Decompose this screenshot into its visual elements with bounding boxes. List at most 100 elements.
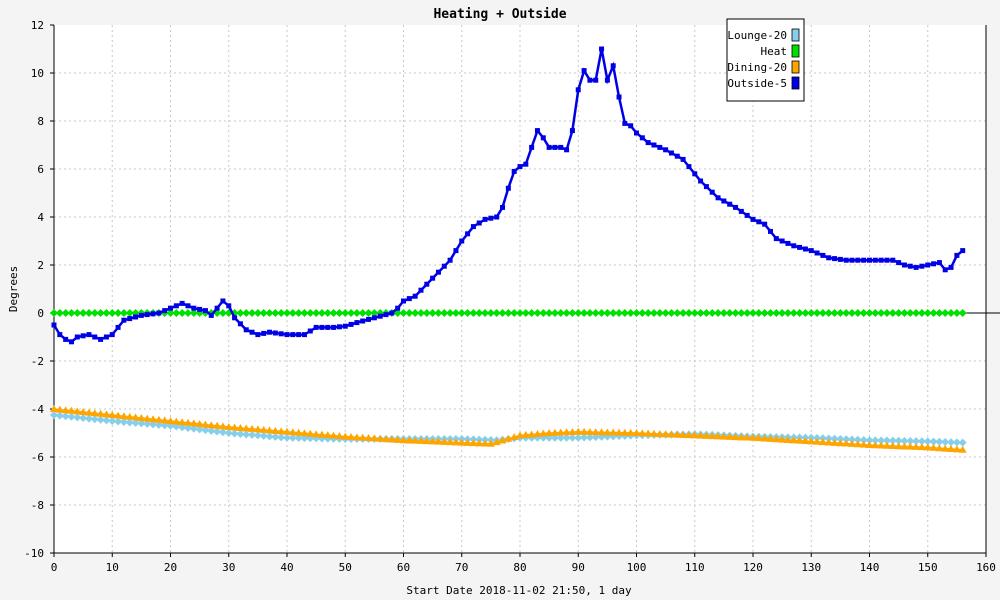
data-point [947, 445, 956, 452]
data-point [719, 432, 728, 440]
data-point [185, 303, 191, 309]
plot-area [54, 25, 986, 553]
data-point [149, 415, 158, 423]
data-point [917, 437, 926, 446]
data-point [261, 330, 267, 336]
data-point [329, 309, 338, 317]
data-point [189, 309, 198, 317]
data-point [364, 309, 373, 317]
data-point [568, 433, 577, 442]
data-point [166, 417, 175, 424]
data-point [488, 215, 494, 221]
data-point [358, 309, 367, 317]
data-point [370, 434, 379, 442]
data-point [236, 309, 245, 317]
data-point [317, 430, 326, 438]
data-point [947, 309, 956, 317]
data-point [96, 409, 105, 417]
data-point [457, 309, 466, 317]
data-point [679, 309, 688, 317]
data-point [853, 309, 862, 317]
y-tick-label: 10 [31, 67, 44, 80]
data-point [813, 309, 822, 317]
data-point [754, 309, 763, 317]
data-point [721, 198, 727, 204]
y-tick-label: -2 [31, 355, 44, 368]
data-point [435, 269, 441, 275]
data-point [599, 46, 605, 52]
data-point [248, 424, 257, 432]
data-point [727, 201, 733, 207]
data-point [848, 309, 857, 317]
data-point [715, 195, 721, 201]
x-tick-label: 140 [860, 561, 880, 574]
x-tick-label: 70 [455, 561, 468, 574]
data-point [278, 331, 284, 337]
data-point [894, 436, 903, 445]
data-point [441, 263, 447, 269]
data-point [737, 309, 746, 317]
data-point [929, 437, 938, 446]
data-point [230, 423, 239, 431]
data-point [562, 309, 571, 317]
data-point [313, 324, 319, 330]
legend-box [726, 18, 805, 102]
y-tick-label: -6 [31, 451, 44, 464]
data-point [580, 433, 589, 442]
data-point [814, 250, 820, 256]
x-tick-label: 110 [685, 561, 705, 574]
data-point [329, 431, 338, 439]
data-point [197, 306, 203, 312]
data-point [335, 432, 344, 440]
data-point [795, 436, 804, 444]
data-point [138, 312, 144, 318]
data-point [347, 309, 356, 317]
data-point [562, 433, 571, 442]
data-point [213, 427, 222, 436]
data-point [867, 257, 872, 263]
data-point [119, 412, 128, 420]
data-point [925, 262, 931, 268]
data-point [580, 309, 589, 317]
data-point [871, 309, 880, 317]
data-point [906, 442, 915, 450]
data-point [906, 437, 915, 446]
x-tick-label: 20 [164, 561, 177, 574]
data-point [888, 309, 897, 317]
data-point [649, 429, 658, 437]
data-point [853, 440, 862, 448]
data-point [550, 309, 559, 317]
data-point [405, 436, 414, 444]
y-tick-label: 2 [37, 259, 44, 272]
data-point [67, 309, 76, 317]
data-point [552, 144, 558, 150]
data-point [364, 434, 373, 442]
data-point [603, 428, 612, 436]
data-point [655, 309, 664, 317]
data-point [958, 445, 967, 453]
data-point [335, 309, 344, 317]
data-point [568, 428, 577, 436]
data-point [948, 264, 954, 270]
data-point [750, 216, 756, 222]
data-point [609, 309, 618, 317]
x-tick-label: 60 [397, 561, 410, 574]
data-point [68, 339, 74, 345]
data-point [610, 63, 616, 69]
data-point [807, 309, 816, 317]
data-point [797, 244, 803, 250]
data-point [801, 309, 810, 317]
data-point [434, 309, 443, 317]
data-point [306, 429, 315, 437]
data-point [383, 312, 389, 318]
data-point [504, 309, 513, 317]
data-point [102, 309, 111, 317]
data-point [312, 430, 321, 438]
data-point [556, 433, 565, 442]
data-point [539, 309, 548, 317]
y-tick-label: 8 [37, 115, 44, 128]
data-point [57, 332, 63, 338]
data-point [645, 140, 651, 146]
data-point [283, 427, 291, 435]
